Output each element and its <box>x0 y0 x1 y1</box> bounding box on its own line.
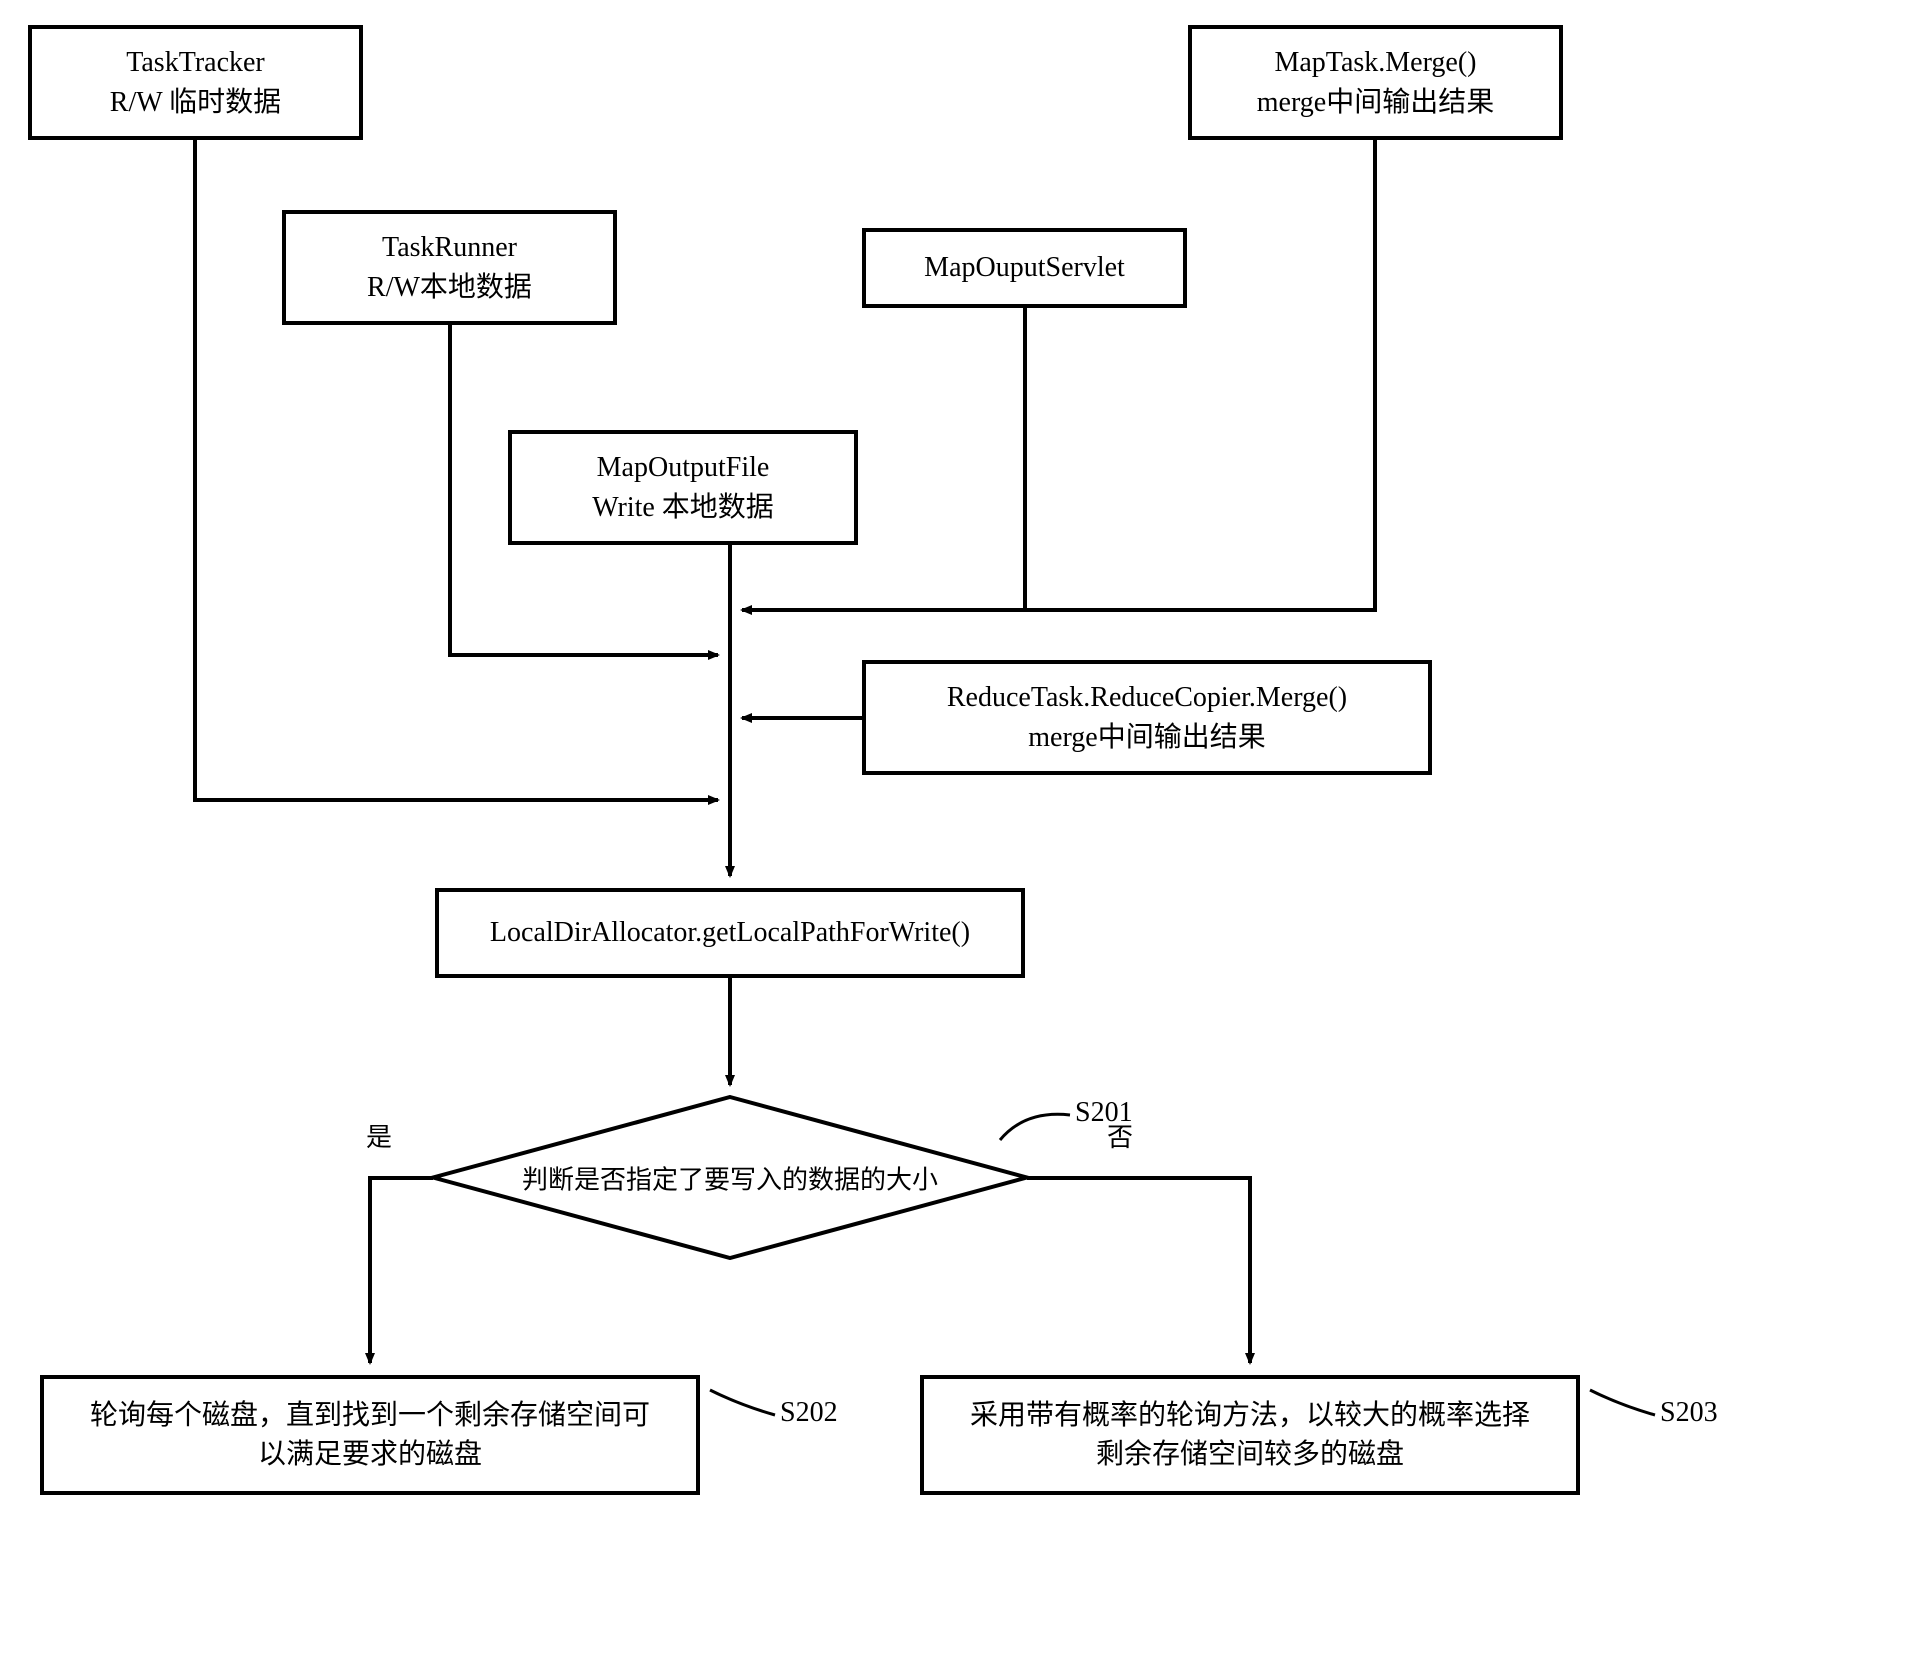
node-line2: 以满足要求的磁盘 <box>258 1435 482 1474</box>
node-line2: merge中间输出结果 <box>1257 83 1494 122</box>
node-map-output-servlet: MapOuputServlet <box>862 228 1187 308</box>
node-line2: 剩余存储空间较多的磁盘 <box>1096 1435 1404 1474</box>
node-line1: MapOutputFile <box>597 448 770 487</box>
node-line1: 轮询每个磁盘，直到找到一个剩余存储空间可 <box>90 1396 650 1435</box>
node-map-output-file: MapOutputFile Write 本地数据 <box>508 430 858 545</box>
node-line1: LocalDirAllocator.getLocalPathForWrite() <box>490 913 970 952</box>
node-s203: 采用带有概率的轮询方法，以较大的概率选择 剩余存储空间较多的磁盘 <box>920 1375 1580 1495</box>
node-line2: Write 本地数据 <box>592 488 774 527</box>
label-s201: S201 <box>1075 1097 1133 1129</box>
node-s202: 轮询每个磁盘，直到找到一个剩余存储空间可 以满足要求的磁盘 <box>40 1375 700 1495</box>
node-line1: MapTask.Merge() <box>1274 43 1476 82</box>
node-line1: ReduceTask.ReduceCopier.Merge() <box>947 678 1347 717</box>
node-line2: R/W 临时数据 <box>110 83 281 122</box>
label-s202: S202 <box>780 1397 838 1429</box>
node-task-tracker: TaskTracker R/W 临时数据 <box>28 25 363 140</box>
node-task-runner: TaskRunner R/W本地数据 <box>282 210 617 325</box>
node-reduce-copier-merge: ReduceTask.ReduceCopier.Merge() merge中间输… <box>862 660 1432 775</box>
label-s203: S203 <box>1660 1397 1718 1429</box>
flowchart-canvas: TaskTracker R/W 临时数据 MapTask.Merge() mer… <box>0 0 1913 1655</box>
node-line1: TaskRunner <box>382 228 517 267</box>
node-line2: R/W本地数据 <box>367 268 532 307</box>
node-decision: 判断是否指定了要写入的数据的大小 <box>431 1095 1029 1260</box>
node-line1: TaskTracker <box>126 43 265 82</box>
decision-text: 判断是否指定了要写入的数据的大小 <box>522 1159 938 1196</box>
node-line1: 采用带有概率的轮询方法，以较大的概率选择 <box>970 1396 1530 1435</box>
node-line1: MapOuputServlet <box>924 248 1125 287</box>
node-maptask-merge: MapTask.Merge() merge中间输出结果 <box>1188 25 1563 140</box>
label-yes: 是 <box>366 1117 392 1154</box>
node-local-dir-allocator: LocalDirAllocator.getLocalPathForWrite() <box>435 888 1025 978</box>
node-line2: merge中间输出结果 <box>1028 718 1265 757</box>
